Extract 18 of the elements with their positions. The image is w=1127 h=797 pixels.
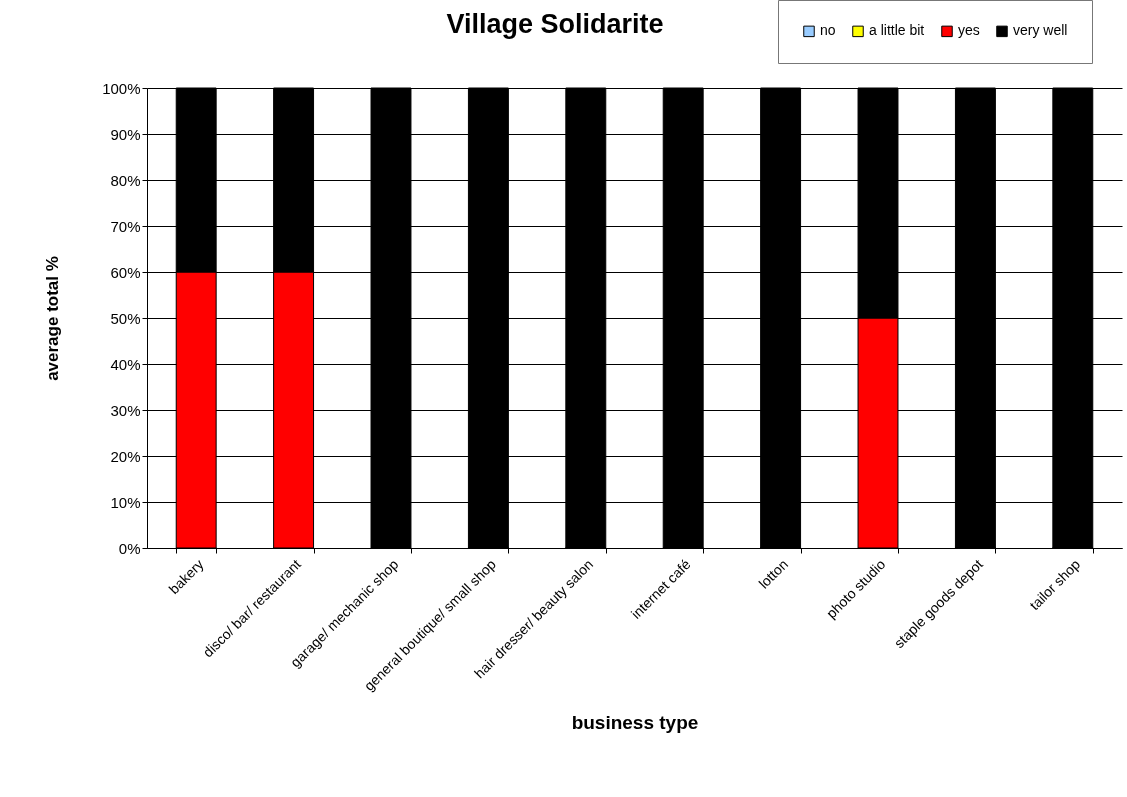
y-tick-label: 80% <box>110 171 141 189</box>
y-tick-label: 40% <box>110 355 141 373</box>
y-tick-label: 0% <box>118 539 141 557</box>
legend-label: very well <box>1013 22 1068 39</box>
y-tick-label: 30% <box>110 401 141 419</box>
legend-label: no <box>820 22 836 39</box>
y-tick-label: 50% <box>110 309 141 327</box>
legend-label: yes <box>958 22 980 39</box>
legend-label: a little bit <box>869 22 925 39</box>
y-tick-label: 90% <box>110 125 141 143</box>
y-tick-label: 10% <box>110 493 141 511</box>
y-tick-label: 60% <box>110 263 141 281</box>
y-tick-label: 100% <box>102 79 141 97</box>
chart-title: Village Solidarite <box>446 9 664 39</box>
x-axis-title: business type <box>571 711 699 733</box>
y-tick-label: 20% <box>110 447 141 465</box>
y-tick-label: 70% <box>110 217 141 235</box>
y-axis-title: average total % <box>43 256 63 381</box>
